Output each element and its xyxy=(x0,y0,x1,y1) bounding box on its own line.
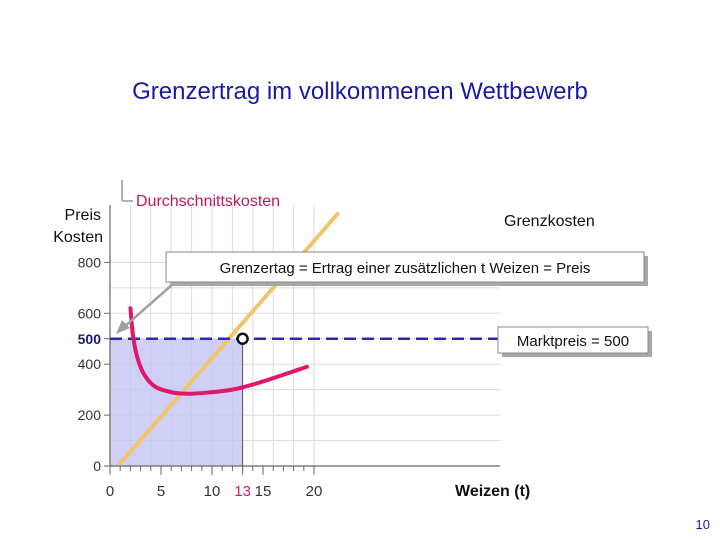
average-cost-label: Durchschnittskosten xyxy=(136,193,280,210)
x-axis-label: Weizen (t) xyxy=(455,483,530,500)
average-cost-curve xyxy=(128,306,309,396)
y-axis-label-line: Preis xyxy=(65,207,101,224)
revenue-area xyxy=(110,338,243,466)
annotation-arrow xyxy=(123,283,174,328)
equilibrium-point xyxy=(236,332,249,345)
x-tick-label: 20 xyxy=(306,483,323,500)
annotation-arrowhead xyxy=(116,320,130,334)
page-number: 10 xyxy=(695,517,710,532)
x-tick-label: 0 xyxy=(106,483,114,500)
marginal-cost-label: Grenzkosten xyxy=(504,213,595,230)
y-tick-label: 200 xyxy=(78,407,102,423)
slide-title: Grenzertrag im vollkommenen Wettbewerb xyxy=(132,78,588,105)
chart-labels: Grenzertag = Ertrag einer zusätzlichen t… xyxy=(53,193,652,500)
market-price-box xyxy=(497,326,649,354)
x-tick-label: 5 xyxy=(157,483,165,500)
chart-overlay xyxy=(116,180,174,334)
y-axis-label-line: Kosten xyxy=(53,229,103,246)
chart-grid xyxy=(110,205,500,466)
x-tick-label: 10 xyxy=(204,483,221,500)
y-tick-label: 0 xyxy=(93,458,101,474)
y-tick-label: 600 xyxy=(78,305,102,321)
market-price-label: Marktpreis = 500 xyxy=(517,333,629,350)
marginal-revenue-box xyxy=(165,251,645,283)
y-tick-label: 400 xyxy=(78,356,102,372)
y-tick-label: 800 xyxy=(78,254,102,270)
marginal-revenue-label: Grenzertag = Ertrag einer zusätzlichen t… xyxy=(220,260,591,277)
x-tick-label: 13 xyxy=(234,483,251,500)
y-tick-label: 500 xyxy=(78,331,102,347)
x-tick-label: 15 xyxy=(255,483,272,500)
